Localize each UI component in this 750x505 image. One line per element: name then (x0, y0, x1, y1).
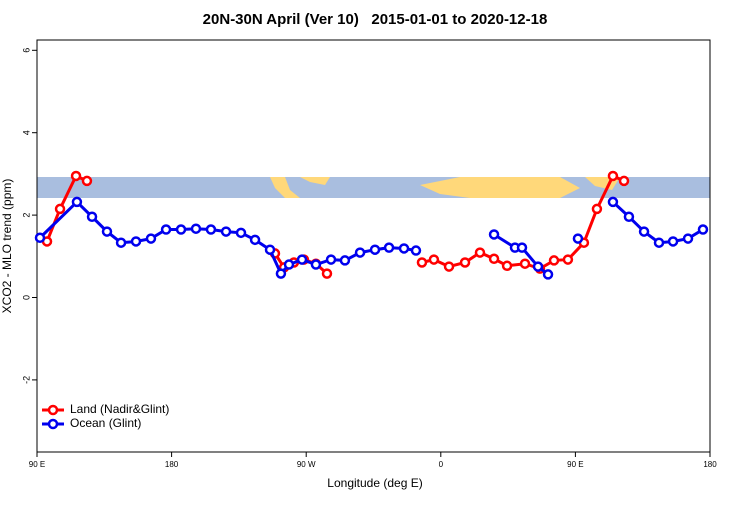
point (145, 233, 157, 244)
x-tick-label: 180 (703, 460, 717, 469)
point (488, 253, 500, 265)
point (369, 244, 381, 255)
point (623, 211, 635, 222)
y-tick-label: 0 (21, 295, 31, 300)
point (532, 261, 544, 272)
point (130, 236, 142, 247)
point (443, 261, 455, 272)
chart-title: 20N-30N April (Ver 10) 2015-01-01 to 202… (203, 11, 548, 28)
point (235, 227, 247, 239)
point (638, 226, 650, 237)
point (682, 233, 694, 244)
point (516, 242, 528, 253)
point (501, 260, 513, 272)
point (488, 229, 500, 240)
x-tick-label: 90 E (29, 460, 45, 469)
point (101, 226, 113, 237)
x-tick-label: 90 W (297, 460, 316, 469)
point (296, 254, 308, 265)
point (416, 257, 428, 268)
point (283, 259, 295, 270)
legend-marker (47, 404, 59, 416)
point (220, 226, 232, 237)
x-axis-label: Longitude (deg E) (327, 476, 422, 490)
point (205, 224, 217, 235)
plot-frame (36, 39, 711, 453)
point (519, 258, 531, 269)
y-tick-label: 4 (21, 130, 31, 135)
point (591, 203, 603, 215)
point (190, 223, 202, 234)
point (383, 242, 395, 253)
point (428, 254, 440, 265)
point (54, 203, 66, 215)
point (398, 243, 410, 254)
point (607, 196, 619, 208)
point (542, 269, 554, 280)
point (697, 224, 709, 235)
point (474, 247, 486, 258)
point (562, 254, 574, 265)
legend-label: Ocean (Glint) (70, 416, 141, 430)
point (70, 170, 82, 182)
point (339, 255, 351, 266)
map-strip (37, 177, 710, 198)
point (264, 244, 276, 255)
point (321, 268, 333, 279)
legend-marker (47, 418, 59, 430)
y-tick-label: 6 (21, 48, 31, 53)
y-tick-label: -2 (21, 376, 31, 384)
point (115, 237, 127, 248)
point (249, 234, 261, 246)
legend-label: Land (Nadir&Glint) (70, 402, 169, 416)
x-tick-label: 0 (439, 460, 444, 469)
point (653, 237, 665, 248)
y-tick-label: 2 (21, 213, 31, 218)
point (86, 211, 98, 222)
x-tick-label: 90 E (567, 460, 583, 469)
point (572, 233, 584, 244)
y-axis-label: XCO2 - MLO trend (ppm) (0, 179, 14, 314)
point (459, 257, 471, 268)
point (160, 224, 172, 235)
point (275, 268, 287, 279)
point (607, 170, 619, 182)
point (354, 247, 366, 258)
point (548, 255, 560, 266)
point (410, 245, 422, 256)
point (34, 232, 46, 244)
point (175, 224, 187, 235)
point (71, 196, 83, 208)
point (81, 175, 93, 187)
point (618, 175, 630, 187)
point (310, 259, 322, 270)
point (667, 236, 679, 247)
x-tick-label: 180 (165, 460, 179, 469)
point (325, 254, 337, 265)
